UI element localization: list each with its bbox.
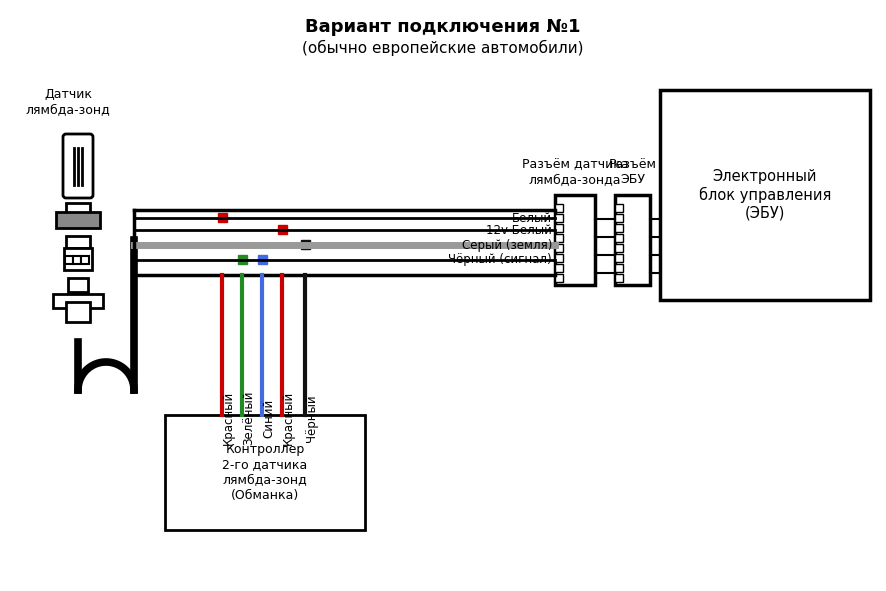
Text: Белый: Белый bbox=[512, 212, 552, 225]
Bar bbox=[615, 195, 650, 285]
Text: Разъём
ЭБУ: Разъём ЭБУ bbox=[609, 158, 657, 186]
Bar bbox=[64, 248, 92, 270]
Bar bbox=[68, 278, 88, 292]
Text: Датчик
лямбда-зонд: Датчик лямбда-зонд bbox=[26, 88, 111, 116]
Text: Чёрный (сигнал): Чёрный (сигнал) bbox=[448, 254, 552, 267]
Text: (обычно европейские автомобили): (обычно европейские автомобили) bbox=[302, 40, 584, 56]
Bar bbox=[615, 214, 623, 222]
Bar bbox=[66, 203, 90, 213]
Bar bbox=[615, 214, 623, 222]
Bar bbox=[555, 264, 563, 272]
Bar bbox=[555, 274, 563, 282]
Bar bbox=[278, 225, 287, 234]
Bar bbox=[238, 255, 247, 264]
Bar bbox=[66, 236, 90, 248]
Bar bbox=[615, 204, 623, 212]
Bar bbox=[615, 234, 623, 242]
Bar bbox=[615, 244, 623, 252]
Bar bbox=[615, 224, 623, 232]
Text: Синий: Синий bbox=[262, 398, 275, 437]
Bar bbox=[615, 204, 623, 212]
Bar bbox=[615, 254, 623, 262]
Bar bbox=[660, 90, 870, 300]
Bar bbox=[615, 264, 623, 272]
Bar bbox=[615, 254, 623, 262]
Bar bbox=[165, 415, 365, 530]
Bar bbox=[53, 294, 103, 308]
Bar bbox=[555, 214, 563, 222]
Bar bbox=[555, 234, 563, 242]
Bar bbox=[615, 264, 623, 272]
FancyBboxPatch shape bbox=[63, 134, 93, 198]
Text: 12v Белый: 12v Белый bbox=[486, 223, 552, 236]
Bar bbox=[258, 255, 267, 264]
Text: Контроллер
2-го датчика
лямбда-зонд
(Обманка): Контроллер 2-го датчика лямбда-зонд (Обм… bbox=[222, 443, 307, 502]
Text: Вариант подключения №1: Вариант подключения №1 bbox=[306, 18, 580, 36]
Bar bbox=[555, 224, 563, 232]
Bar bbox=[555, 195, 595, 285]
Text: Серый (земля): Серый (земля) bbox=[462, 239, 552, 252]
Bar bbox=[555, 204, 563, 212]
Bar bbox=[615, 274, 623, 282]
Bar bbox=[73, 256, 81, 264]
Text: Электронный
блок управления
(ЭБУ): Электронный блок управления (ЭБУ) bbox=[699, 170, 831, 220]
Bar bbox=[615, 224, 623, 232]
Bar bbox=[615, 234, 623, 242]
Text: Чёрный: Чёрный bbox=[305, 394, 318, 442]
Text: Разъём датчика
лямбда-зонда: Разъём датчика лямбда-зонда bbox=[522, 158, 628, 186]
Bar bbox=[555, 254, 563, 262]
Bar bbox=[615, 244, 623, 252]
Bar bbox=[66, 302, 90, 322]
Text: Красный: Красный bbox=[222, 391, 235, 445]
Bar bbox=[555, 244, 563, 252]
Bar bbox=[218, 213, 227, 222]
Bar bbox=[301, 240, 310, 249]
Bar bbox=[56, 212, 100, 228]
Bar bbox=[81, 256, 89, 264]
Bar bbox=[65, 256, 73, 264]
Bar bbox=[615, 274, 623, 282]
Text: Зелёный: Зелёный bbox=[242, 391, 255, 445]
Text: Красный: Красный bbox=[282, 391, 295, 445]
